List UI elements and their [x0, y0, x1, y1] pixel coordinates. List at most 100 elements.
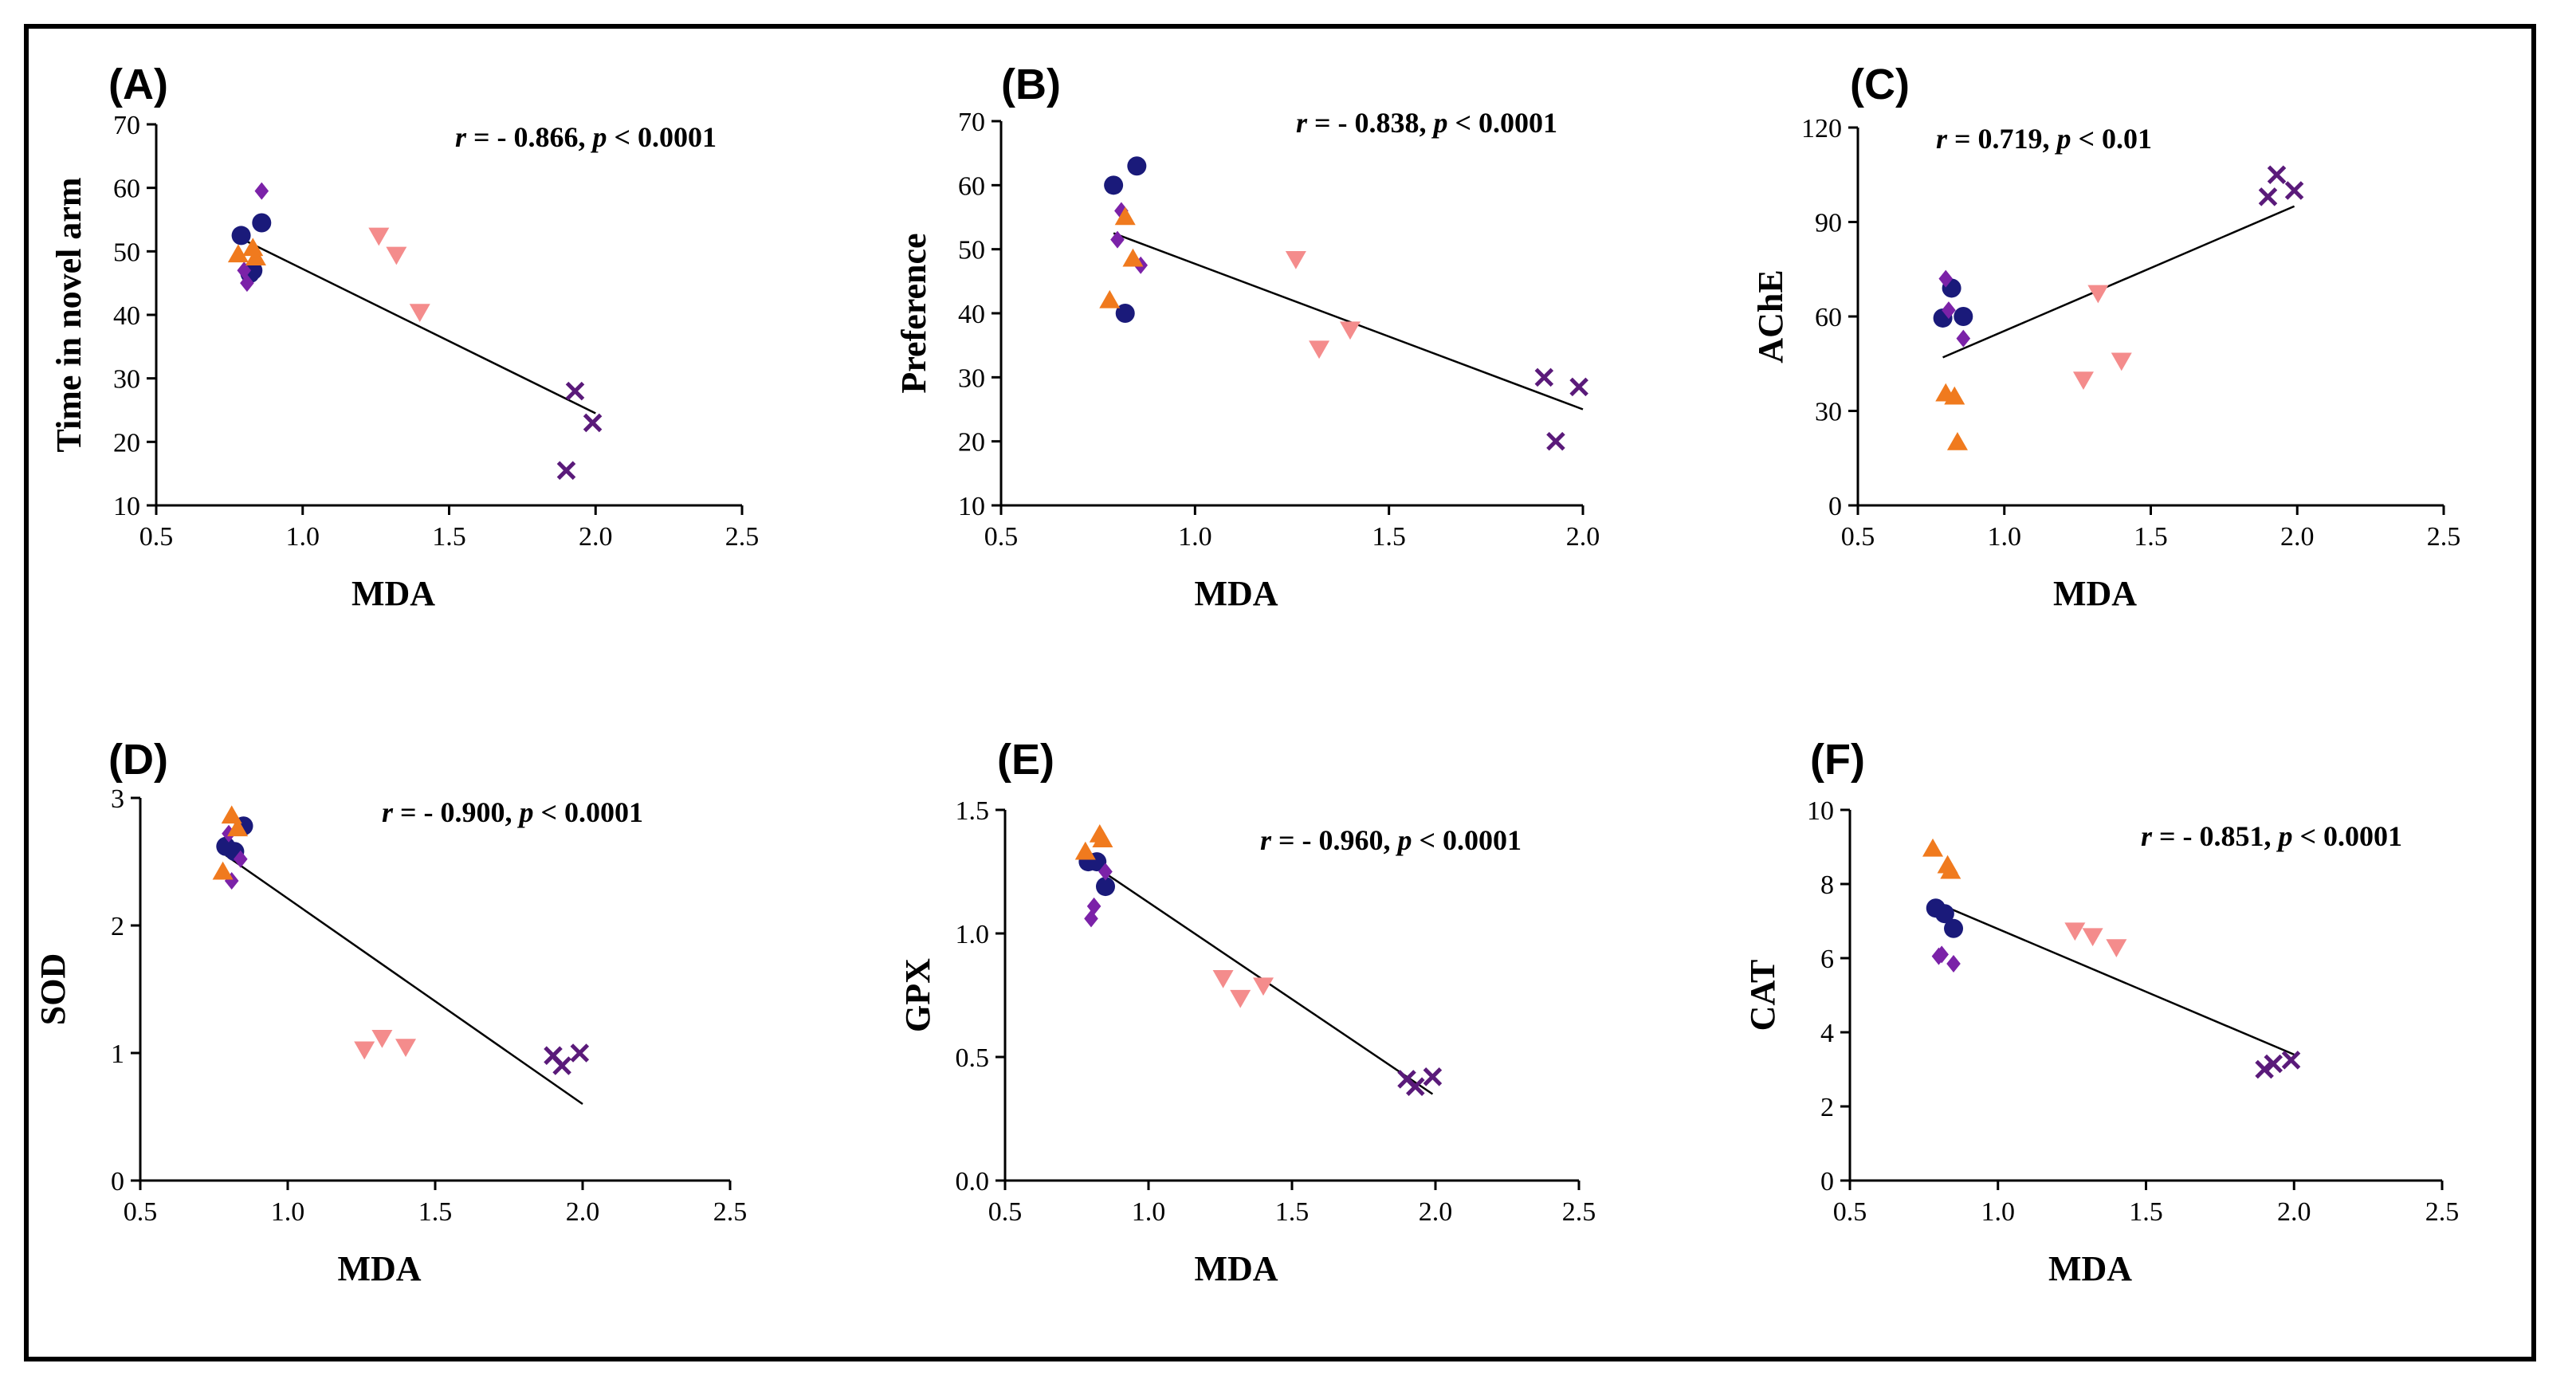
x-axis-label: MDA: [1194, 1249, 1278, 1288]
scatter-panel-a: (A) 0.5 1.0 1.5 2.0 2.5 10 20 30 40 50 60 70 MDA Time …: [49, 61, 759, 613]
regression-line: [225, 854, 583, 1106]
correlation-stat: r = - 0.866, p < 0.0001: [455, 121, 717, 153]
y-tick-label: 50: [958, 236, 985, 265]
x-tick-label: 1.5: [2134, 522, 2168, 552]
data-point-circle: [252, 213, 272, 233]
y-tick-label: 10: [958, 492, 985, 521]
y-axis-label: Time in novel arm: [49, 177, 88, 452]
data-point-triangle-up: [1092, 829, 1113, 847]
regression-line: [1942, 205, 2295, 359]
data-point-circle: [1127, 156, 1147, 176]
stat-symbol: p: [591, 121, 607, 153]
data-point-triangle-up: [1122, 248, 1144, 267]
x-tick-label: 2.5: [2427, 522, 2461, 552]
data-point-triangle-up: [245, 247, 266, 266]
data-point-cross: [565, 381, 585, 401]
data-point-diamond: [1938, 269, 1954, 288]
y-tick-label: 120: [1801, 114, 1842, 143]
data-point-cross: [1569, 377, 1588, 397]
data-point-triangle-down: [2111, 352, 2132, 371]
data-point-diamond: [237, 261, 252, 280]
data-point-cross: [2267, 165, 2287, 185]
regression-line: [1935, 902, 2295, 1056]
y-axis-label: SOD: [33, 953, 73, 1025]
stat-symbol: r: [455, 121, 467, 153]
data-point-triangle-up: [1940, 860, 1961, 879]
data-point-diamond: [1098, 862, 1113, 881]
stat-value: = - 0.851,: [2152, 820, 2279, 852]
data-point-triangle-down: [1309, 340, 1330, 360]
data-point-cross: [2284, 181, 2304, 200]
data-point-triangle-down: [1340, 321, 1361, 340]
data-point-triangle-up: [212, 861, 234, 880]
data-point-circle: [1944, 918, 1964, 938]
data-point-triangle-up: [221, 805, 242, 824]
y-tick-label: 30: [1815, 398, 1842, 427]
x-tick-label: 2.0: [1566, 522, 1600, 552]
x-tick-label: 0.5: [1833, 1197, 1867, 1227]
data-point-triangle-down: [1285, 250, 1306, 269]
y-tick-label: 2: [1820, 1093, 1834, 1122]
data-point-triangle-down: [354, 1041, 375, 1060]
data-point-triangle-down: [1253, 977, 1274, 996]
x-tick-label: 1.0: [1178, 522, 1212, 552]
data-point-cross: [556, 461, 576, 480]
panel-label: (F): [1810, 736, 1865, 784]
x-tick-label: 1.5: [1275, 1197, 1310, 1227]
stat-value: = 0.719,: [1947, 123, 2057, 155]
y-tick-label: 40: [958, 300, 985, 329]
y-tick-label: 0.0: [956, 1167, 990, 1196]
panel-label: (E): [997, 736, 1054, 784]
regression-line: [241, 238, 596, 415]
stat-value: = - 0.838,: [1307, 107, 1434, 139]
data-point-triangle-down: [409, 304, 430, 323]
y-tick-label: 70: [958, 108, 985, 137]
data-point-triangle-down: [2087, 285, 2109, 304]
stat-symbol: r: [382, 796, 394, 828]
data-point-triangle-up: [227, 244, 249, 263]
data-point-triangle-up: [1946, 432, 1968, 450]
scatter-panel-b: (B) 0.5 1.0 1.5 2.0 10 20 30 40 50 60 70 MDA Preferen…: [894, 61, 1600, 613]
y-axis-label: CAT: [1743, 960, 1782, 1031]
x-tick-label: 0.5: [1841, 522, 1875, 552]
panel-label: (A): [108, 61, 168, 108]
correlation-stat: r = - 0.851, p < 0.0001: [2141, 820, 2402, 852]
data-point-cross: [1423, 1067, 1443, 1086]
chart-canvas: (A)0.5 1.0 1.5 2.0 2.510203040506070MDATime …: [33, 61, 2461, 1288]
stat-symbol: p: [517, 796, 534, 828]
x-tick-label: 1.5: [418, 1197, 453, 1227]
stat-value: = - 0.900,: [393, 796, 520, 828]
panel-label: (C): [1850, 61, 1910, 108]
data-point-diamond: [224, 872, 239, 890]
stat-symbol: r: [2141, 820, 2153, 852]
data-point-diamond: [240, 274, 254, 293]
stat-symbol: r: [1936, 123, 1948, 155]
x-axis-label: MDA: [351, 574, 435, 613]
data-point-cross: [1546, 431, 1565, 451]
x-tick-label: 2.5: [713, 1197, 748, 1227]
stat-symbol: r: [1296, 107, 1308, 139]
y-tick-label: 8: [1820, 870, 1834, 900]
x-tick-label: 1.0: [286, 522, 320, 552]
y-tick-label: 70: [113, 111, 140, 140]
data-point-circle: [1115, 304, 1135, 323]
stat-value: = - 0.960,: [1271, 824, 1398, 856]
y-tick-label: 10: [113, 492, 140, 521]
y-axis-label: GPX: [898, 958, 937, 1032]
data-point-diamond: [1956, 329, 1971, 348]
y-tick-label: 40: [113, 301, 140, 331]
data-point-diamond: [1946, 954, 1961, 972]
x-tick-label: 2.5: [2425, 1197, 2460, 1227]
x-axis-label: MDA: [337, 1249, 421, 1288]
x-tick-label: 2.0: [1419, 1197, 1453, 1227]
y-tick-label: 20: [113, 428, 140, 458]
x-tick-label: 1.0: [1981, 1197, 2016, 1227]
figure-frame: (A) 0.5 1.0 1.5 2.0 2.5 10 20 30 40 50 60 70 MDA Time …: [24, 24, 2536, 1361]
data-point-cross: [2281, 1051, 2301, 1070]
x-tick-label: 2.0: [579, 522, 613, 552]
data-point-triangle-up: [1099, 289, 1121, 308]
x-tick-label: 2.0: [566, 1197, 600, 1227]
data-point-triangle-down: [1230, 989, 1251, 1008]
y-tick-label: 3: [111, 784, 124, 814]
x-axis-label: MDA: [2053, 574, 2137, 613]
